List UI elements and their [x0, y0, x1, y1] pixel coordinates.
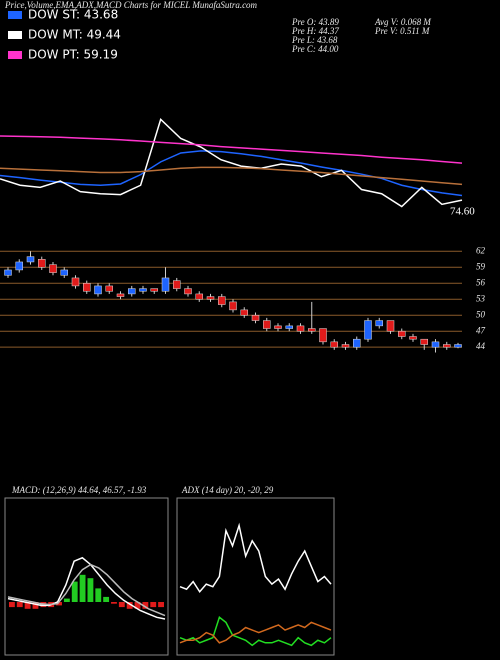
legend-label: DOW ST: 43.68 — [28, 8, 118, 22]
candle-body — [38, 259, 46, 268]
macd-title: MACD: (12,26,9) 44.64, 46.57, -1.93 — [11, 485, 147, 495]
candle-body — [353, 338, 361, 348]
candle-body — [128, 288, 136, 295]
y-tick-label: 44 — [476, 341, 486, 351]
histogram-bar — [32, 602, 39, 609]
candle-body — [364, 320, 372, 340]
histogram-bar — [134, 602, 141, 609]
y-tick-label: 50 — [476, 309, 486, 319]
candle-body — [443, 344, 451, 348]
histogram-bar — [118, 602, 125, 608]
candle-body — [420, 338, 428, 345]
candle-body — [218, 296, 226, 305]
chart-title: Price,Volume,EMA,ADX,MACD Charts for MIC… — [4, 0, 258, 10]
candle-body — [330, 341, 338, 348]
candle-body — [195, 293, 203, 300]
series-line — [179, 616, 332, 647]
series-line — [179, 621, 332, 644]
legend-label: DOW MT: 49.44 — [28, 28, 121, 42]
series-line — [0, 166, 463, 186]
histogram-bar — [95, 588, 102, 602]
y-tick-label: 47 — [476, 325, 486, 335]
legend-swatch — [8, 11, 22, 19]
candle-body — [240, 309, 248, 316]
candle-body — [409, 336, 417, 340]
candle-body — [184, 288, 192, 295]
y-tick-label: 53 — [476, 293, 486, 303]
candle-body — [251, 314, 260, 321]
candle-body — [431, 341, 440, 348]
series-line — [0, 117, 463, 208]
candle-body — [161, 277, 170, 292]
histogram-bar — [150, 602, 157, 608]
candle-body — [94, 285, 102, 295]
candle-body — [263, 320, 271, 329]
candle-body — [15, 261, 23, 271]
histogram-bar — [71, 581, 78, 602]
candle-body — [83, 283, 91, 292]
macd-frame — [4, 497, 169, 656]
adx-frame — [176, 497, 335, 656]
candle-body — [60, 269, 68, 276]
histogram-bar — [126, 602, 133, 609]
y-tick-label: 62 — [476, 245, 486, 255]
candle-body — [386, 320, 395, 332]
histogram-bar — [103, 596, 110, 602]
stat-text: Pre H: 44.37 — [291, 26, 339, 36]
candle-body — [274, 325, 282, 329]
series-line — [7, 556, 166, 620]
histogram-bar — [158, 602, 164, 608]
histogram-bar — [56, 602, 62, 606]
legend-swatch — [8, 31, 22, 39]
candle-body — [150, 288, 158, 292]
histogram-bar — [142, 602, 149, 609]
candle-body — [296, 325, 305, 332]
series-line — [7, 563, 166, 617]
y-tick-label: 56 — [476, 277, 486, 287]
candle-body — [341, 344, 350, 348]
candle-body — [139, 288, 147, 292]
histogram-bar — [63, 598, 70, 602]
candle-body — [308, 328, 316, 332]
stat-text: Pre C: 44.00 — [291, 44, 339, 54]
adx-title: ADX (14 day) 20, -20, 29 — [181, 485, 274, 495]
candle-body — [49, 264, 57, 273]
candle-body — [4, 269, 12, 276]
series-line — [0, 150, 463, 197]
price-annotation: 74.60 — [450, 206, 475, 218]
series-line — [179, 522, 332, 594]
stat-text: Pre V: 0.511 M — [374, 26, 430, 36]
histogram-bar — [111, 602, 117, 604]
histogram-bar — [87, 578, 94, 602]
candle-body — [173, 280, 181, 289]
candle-body — [26, 256, 35, 263]
candle-body — [454, 344, 462, 348]
candle-body — [319, 328, 327, 343]
candle-body — [206, 296, 215, 300]
stat-text: Avg V: 0.068 M — [374, 17, 431, 27]
candle-body — [71, 277, 80, 287]
histogram-bar — [79, 574, 86, 602]
candle-body — [105, 285, 113, 292]
stat-text: Pre O: 43.89 — [291, 17, 339, 27]
histogram-bar — [16, 602, 23, 608]
series-line — [0, 135, 463, 164]
histogram-bar — [24, 602, 31, 609]
y-tick-label: 59 — [476, 261, 486, 271]
legend-swatch — [8, 51, 22, 59]
histogram-bar — [9, 602, 15, 608]
candle-body — [375, 320, 383, 327]
candle-body — [229, 301, 237, 311]
candle-body — [116, 293, 125, 297]
stat-text: Pre L: 43.68 — [291, 35, 338, 45]
candle-body — [398, 330, 406, 337]
legend-label: DOW PT: 59.19 — [28, 48, 118, 62]
candle-body — [285, 325, 293, 329]
